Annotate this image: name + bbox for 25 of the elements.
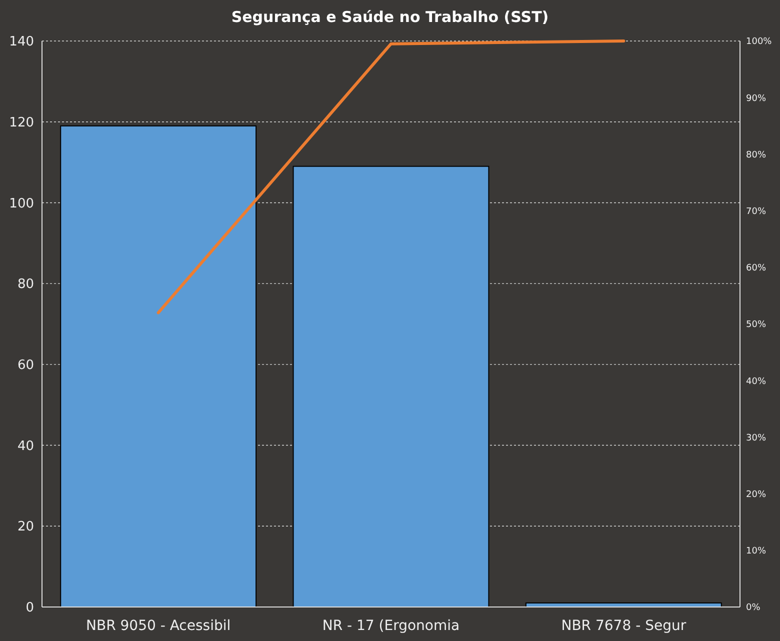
y-tick-label: 140 [9,34,34,50]
y-tick-label: 60 [17,358,34,373]
y2-tick-label: 30% [746,433,766,444]
y2-tick-label: 50% [746,320,766,330]
y2-tick-label: 90% [746,94,766,104]
y-tick-label: 80 [17,277,34,292]
y2-tick-label: 10% [746,546,766,557]
x-tick-label: NBR 7678 - Segur [561,618,686,634]
y2-tick-label: 70% [746,206,766,217]
y2-tick-label: 40% [746,376,766,387]
y2-tick-label: 80% [746,150,766,160]
y-tick-label: 120 [9,115,34,130]
y-tick-label: 40 [17,438,34,454]
y2-tick-label: 60% [746,264,766,274]
y-tick-label: 100 [9,196,34,212]
y-tick-label: 0 [26,600,34,616]
y2-tick-label: 100% [746,37,772,48]
bar [292,166,490,608]
y-tick-label: 20 [17,520,34,535]
x-tick-label: NR - 17 (Ergonomia [322,618,460,634]
y2-tick-label: 20% [746,490,766,500]
y2-tick-label: 0% [746,603,761,614]
chart-title: Segurança e Saúde no Trabalho (SST) [231,8,549,26]
x-tick-label: NBR 9050 - Acessibil [86,618,231,634]
bar [60,125,257,608]
